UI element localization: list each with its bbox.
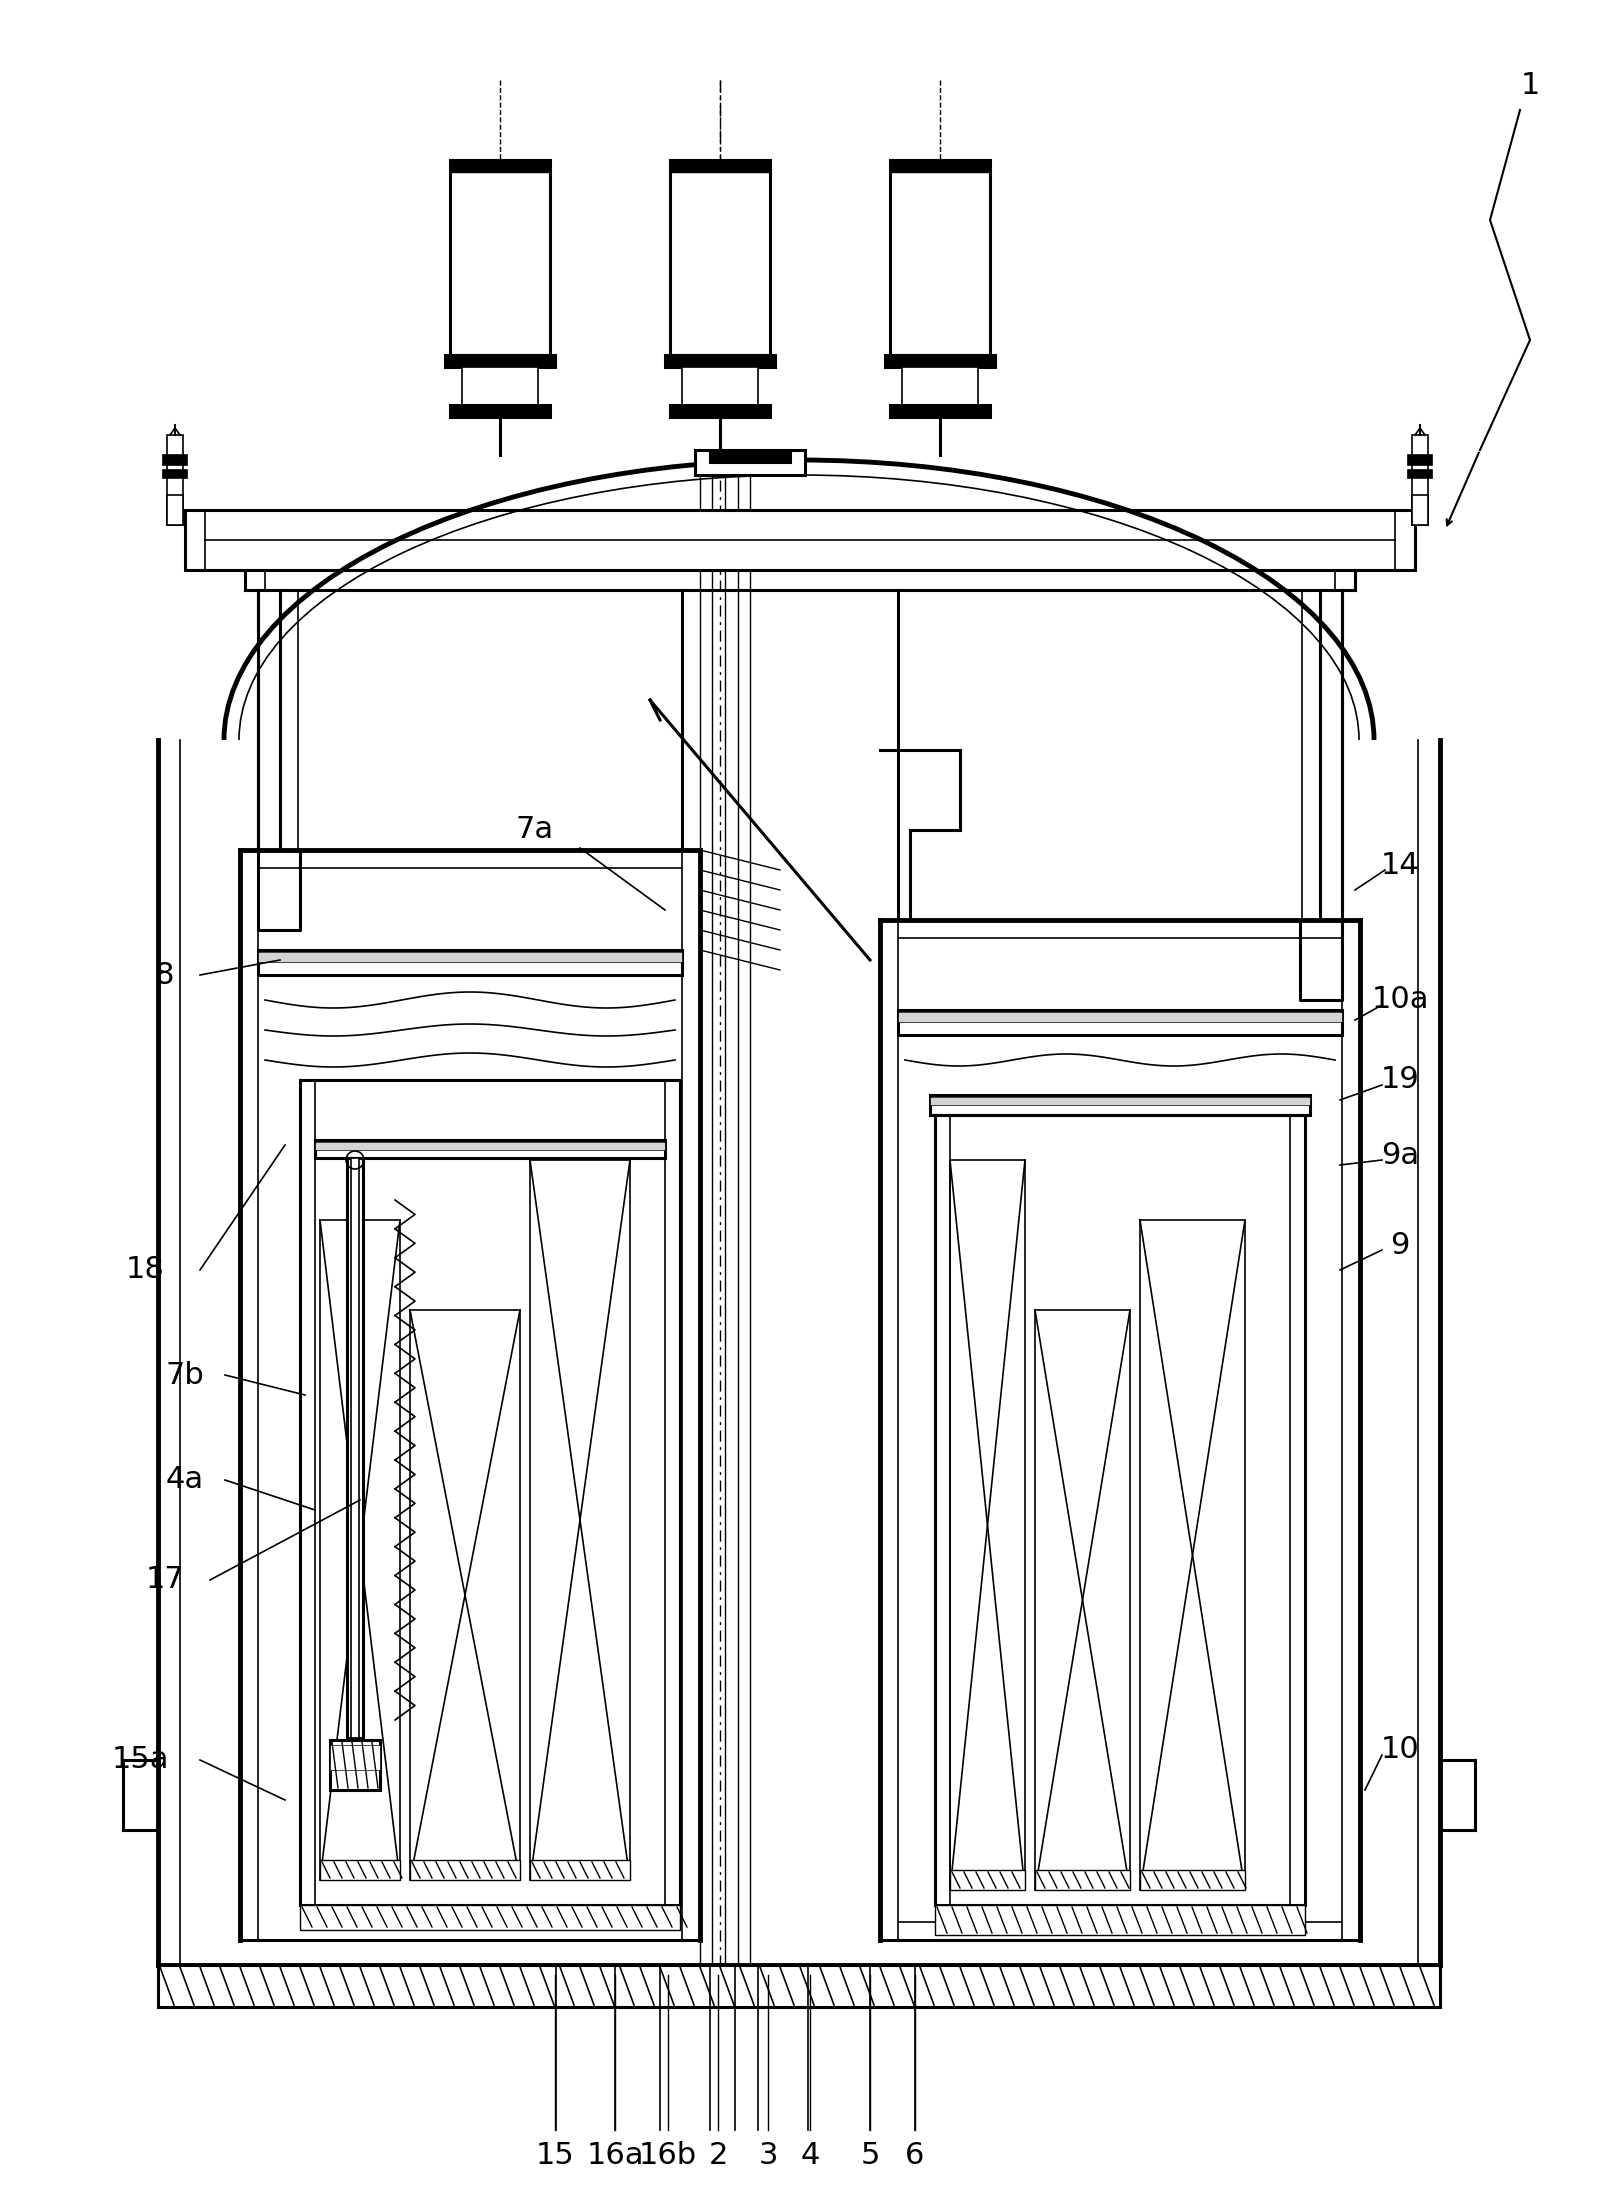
Bar	[935, 1906, 1306, 1935]
Bar	[411, 1859, 519, 1879]
Bar	[898, 1013, 1342, 1021]
Text: 9a: 9a	[1381, 1141, 1419, 1170]
Bar	[320, 1859, 400, 1879]
Text: 1: 1	[1520, 71, 1540, 99]
Bar	[1408, 455, 1432, 464]
Bar	[451, 159, 550, 356]
Bar	[695, 451, 805, 475]
Text: 17: 17	[145, 1565, 184, 1594]
Bar	[462, 367, 539, 405]
Bar	[315, 1143, 665, 1150]
Text: 8: 8	[155, 960, 174, 991]
Bar	[670, 159, 770, 172]
Text: 15a: 15a	[112, 1744, 169, 1775]
Bar	[930, 1097, 1310, 1106]
Text: 9: 9	[1390, 1232, 1409, 1260]
Bar	[185, 511, 1414, 570]
Bar	[890, 405, 991, 418]
Text: 3: 3	[757, 2140, 778, 2169]
Bar	[710, 451, 789, 462]
Text: 2: 2	[708, 2140, 727, 2169]
Text: 4a: 4a	[166, 1466, 205, 1495]
Bar	[444, 356, 555, 367]
Bar	[347, 1159, 363, 1738]
Bar	[1408, 471, 1432, 478]
Text: 6: 6	[906, 2140, 925, 2169]
Bar	[531, 1859, 630, 1879]
Bar	[163, 471, 187, 478]
Bar	[158, 1966, 1440, 2008]
Bar	[898, 1010, 1342, 1035]
Bar	[665, 356, 775, 367]
Bar	[168, 436, 184, 524]
Bar	[352, 1159, 360, 1738]
Bar	[331, 1740, 380, 1791]
Text: 7a: 7a	[516, 816, 555, 845]
Bar	[1413, 495, 1429, 524]
Text: 15: 15	[535, 2140, 574, 2169]
Bar	[885, 356, 996, 367]
Bar	[901, 367, 978, 405]
Text: 16a: 16a	[586, 2140, 644, 2169]
Bar	[1036, 1871, 1130, 1890]
Bar	[451, 405, 550, 418]
Text: 10a: 10a	[1371, 986, 1429, 1015]
Text: 10: 10	[1381, 1736, 1419, 1764]
Bar	[163, 455, 187, 464]
Bar	[949, 1871, 1024, 1890]
Text: 18: 18	[126, 1256, 165, 1285]
Bar	[930, 1094, 1310, 1114]
Bar	[257, 951, 682, 975]
Bar	[315, 1141, 665, 1159]
Bar	[670, 405, 770, 418]
Bar	[168, 495, 184, 524]
Bar	[300, 1906, 681, 1930]
Bar	[451, 159, 550, 172]
Bar	[331, 1744, 380, 1771]
Bar	[1413, 436, 1429, 524]
Bar	[670, 159, 770, 356]
Text: 7b: 7b	[166, 1360, 205, 1389]
Text: 16b: 16b	[639, 2140, 697, 2169]
Bar	[890, 159, 991, 172]
Bar	[257, 953, 682, 962]
Bar	[1139, 1871, 1245, 1890]
Text: 19: 19	[1381, 1066, 1419, 1094]
Bar	[682, 367, 757, 405]
Text: 4: 4	[801, 2140, 820, 2169]
Text: 14: 14	[1381, 851, 1419, 880]
Text: 5: 5	[860, 2140, 879, 2169]
Bar	[890, 159, 991, 356]
